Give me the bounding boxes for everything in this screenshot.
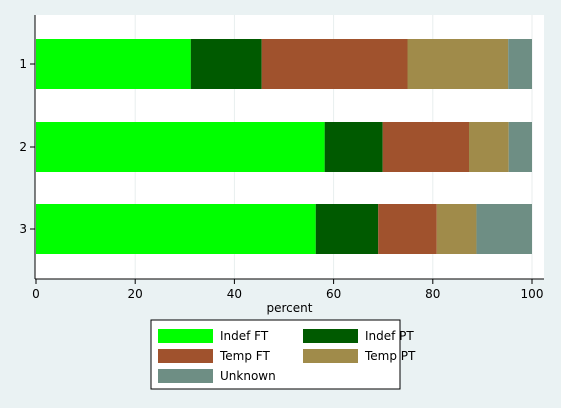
x-tick-label: 20 — [128, 287, 143, 301]
bar-segment — [36, 39, 191, 89]
bars — [36, 39, 532, 254]
bar-segment — [382, 122, 470, 172]
bar-segment — [469, 122, 509, 172]
bar-segment — [508, 39, 532, 89]
bar-segment — [407, 39, 509, 89]
bar-segment — [508, 122, 532, 172]
x-tick-label: 60 — [326, 287, 341, 301]
bar-segment — [315, 204, 379, 254]
legend-swatch — [303, 329, 358, 343]
x-tick-label: 40 — [227, 287, 242, 301]
bar-segment — [324, 122, 383, 172]
y-tick-label: 2 — [19, 140, 27, 154]
x-tick-label: 0 — [32, 287, 40, 301]
bar-segment — [36, 122, 325, 172]
y-tick-label: 1 — [19, 57, 27, 71]
bar-segment — [36, 204, 316, 254]
bar-segment — [436, 204, 477, 254]
y-tick-label: 3 — [19, 222, 27, 236]
legend-label: Temp PT — [364, 349, 416, 363]
legend-swatch — [303, 349, 358, 363]
x-tick-label: 80 — [425, 287, 440, 301]
bar-segment — [190, 39, 262, 89]
legend-label: Indef PT — [365, 329, 414, 343]
bar-segment — [261, 39, 408, 89]
legend-label: Indef FT — [220, 329, 269, 343]
legend-swatch — [158, 329, 213, 343]
legend-label: Temp FT — [219, 349, 270, 363]
legend: Indef FT Indef PT Temp FT Temp PT Unknown — [158, 329, 416, 383]
legend-swatch — [158, 369, 213, 383]
legend-swatch — [158, 349, 213, 363]
bar-segment — [378, 204, 437, 254]
axis-ticks: 0 20 40 60 80 100 1 2 3 — [19, 57, 543, 301]
x-axis-title: percent — [267, 301, 313, 315]
bar-segment — [476, 204, 532, 254]
legend-label: Unknown — [220, 369, 276, 383]
x-tick-label: 100 — [521, 287, 544, 301]
